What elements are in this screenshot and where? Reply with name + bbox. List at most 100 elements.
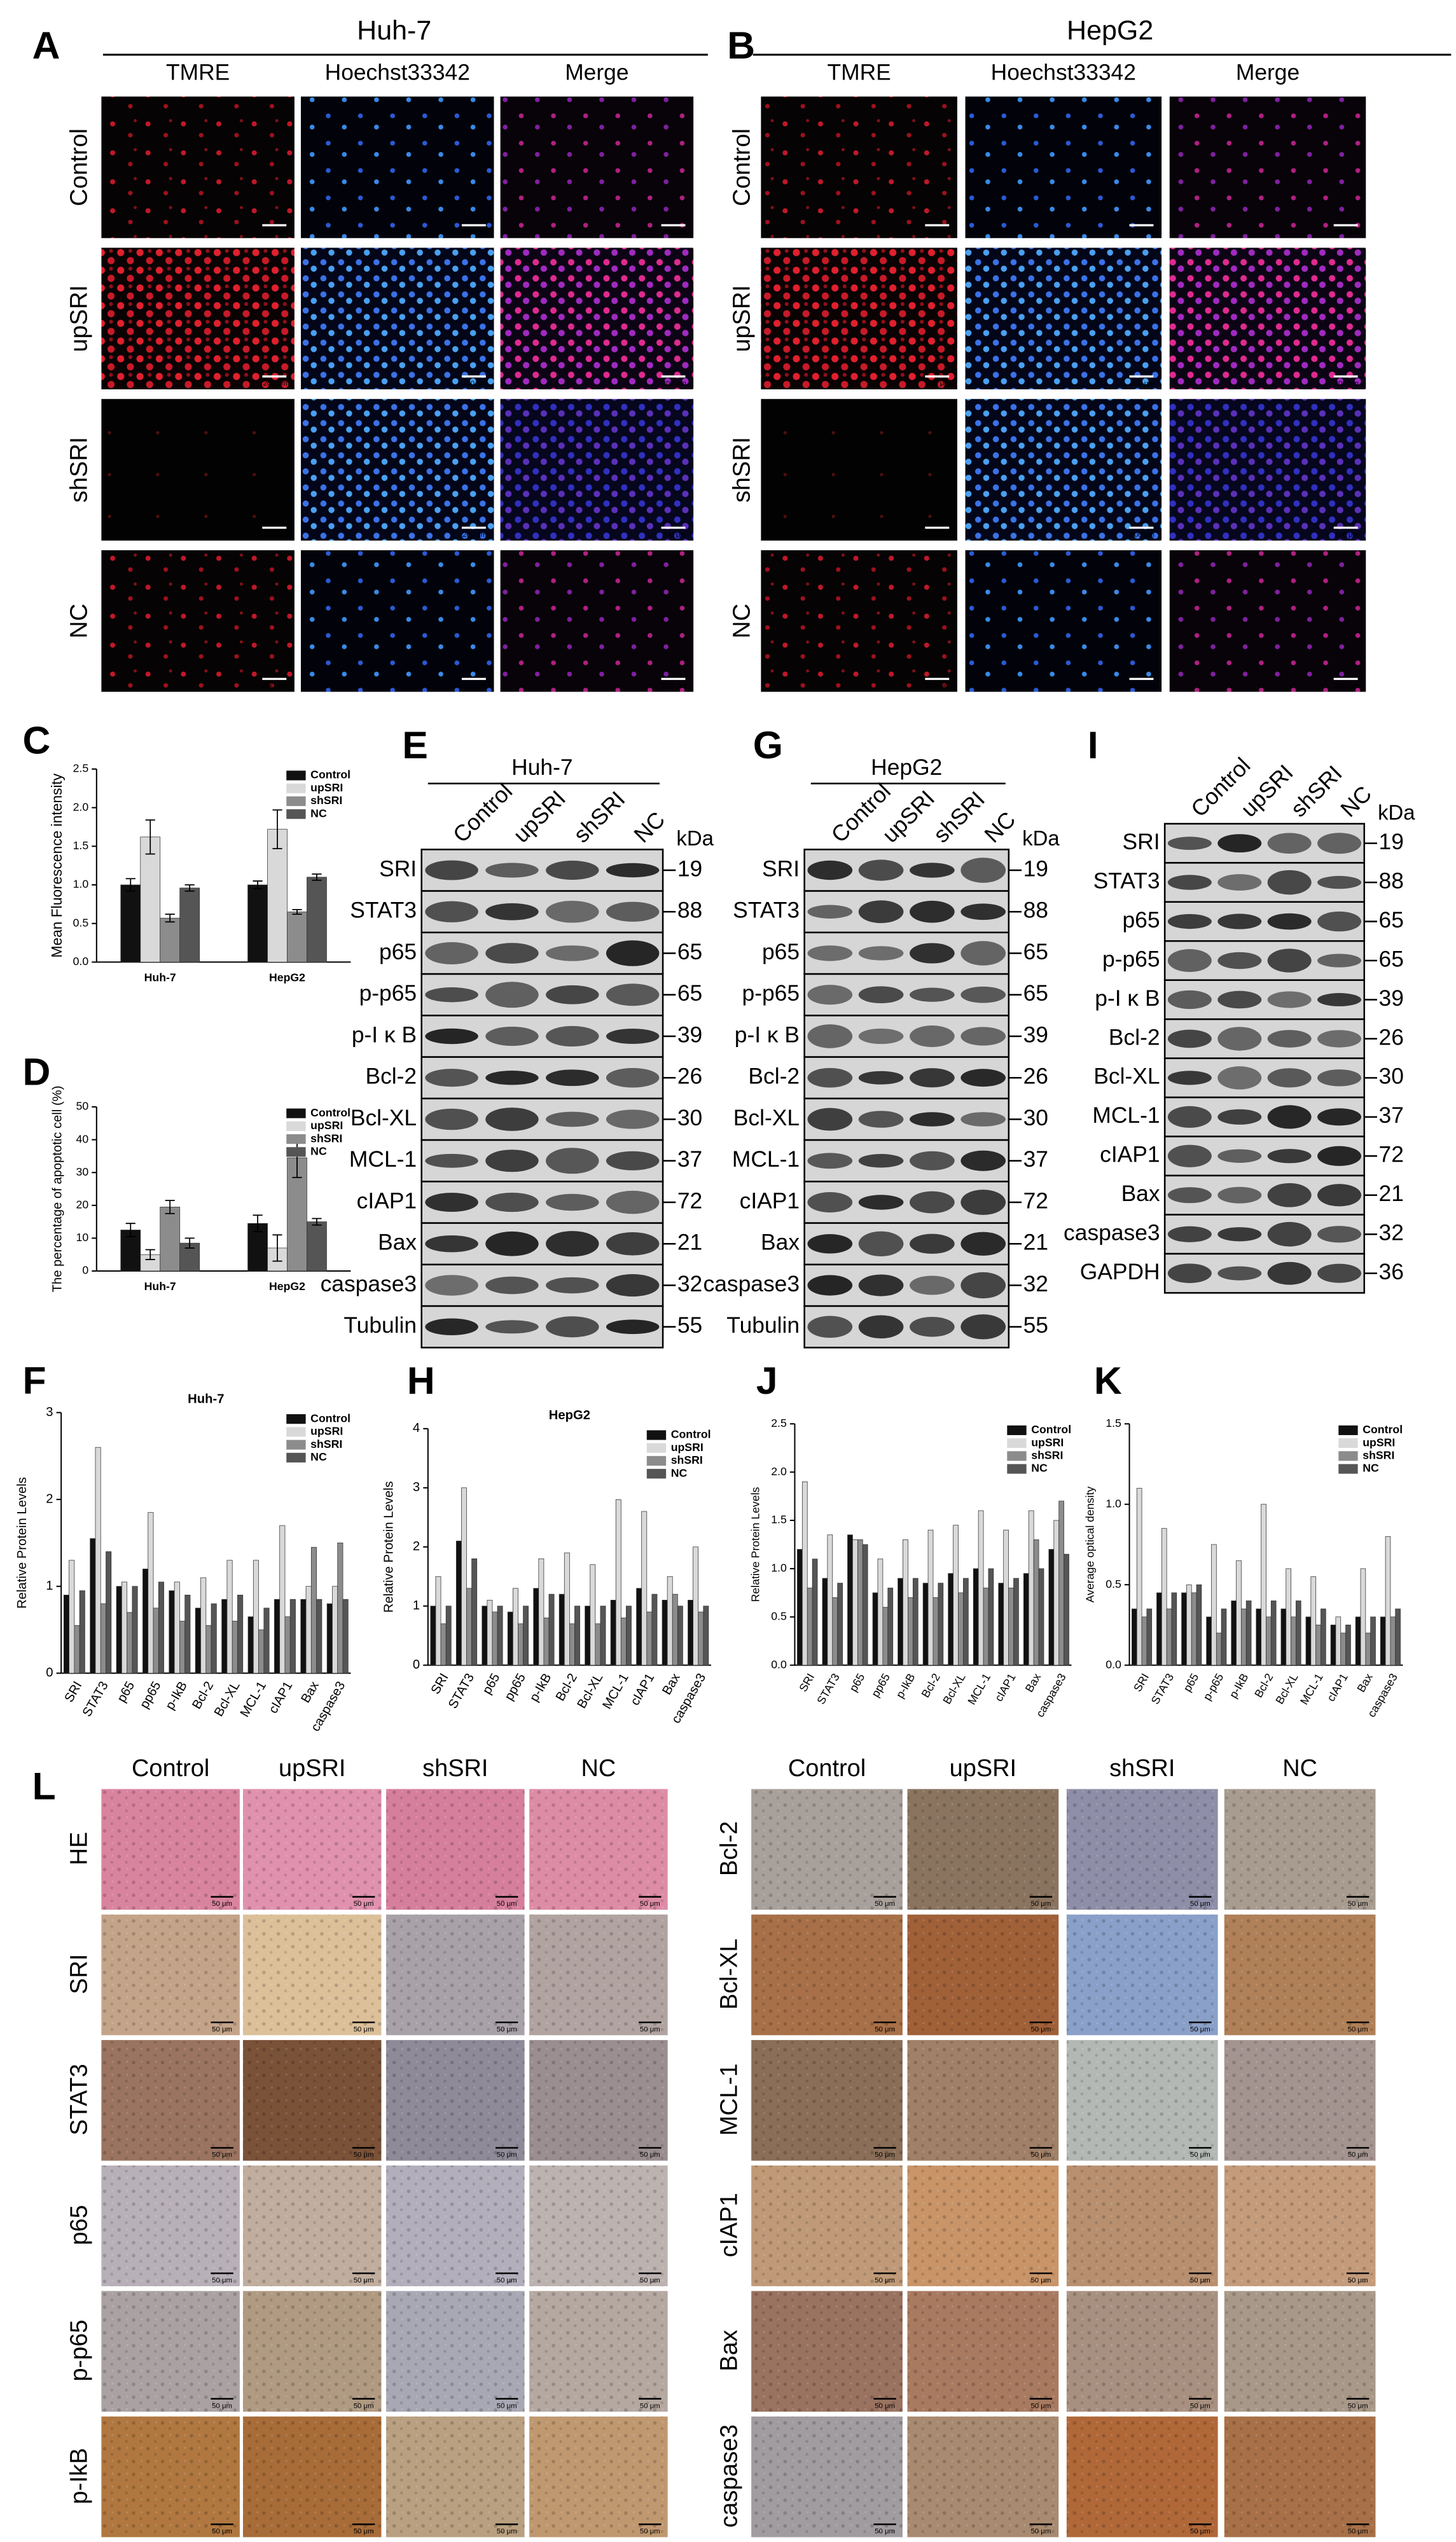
bar [455, 1541, 462, 1666]
scale-label: 50 μm [212, 2025, 232, 2033]
blot-band [1317, 1184, 1362, 1207]
blot-band [485, 982, 539, 1008]
weight-label: 65 [1379, 946, 1404, 971]
legend-swatch [286, 1427, 306, 1437]
y-tick-label: 2 [46, 1492, 53, 1506]
bar [1390, 1616, 1396, 1666]
blot-strip [803, 1263, 1010, 1307]
protein-label: GAPDH [1080, 1259, 1160, 1284]
unit-label: kDa [1378, 800, 1415, 824]
bar [310, 1546, 317, 1674]
blot-band [807, 985, 853, 1005]
panel-letter: D [22, 1050, 50, 1093]
ihc-texture [907, 2039, 1059, 2161]
legend-swatch [1338, 1464, 1358, 1474]
scale-label: 50 μm [497, 2151, 517, 2159]
y-tick-label: 4 [413, 1421, 420, 1435]
y-axis-label: Mean Fluorescence intensity [48, 773, 65, 957]
legend-label: shSRI [310, 1132, 342, 1144]
blot-band [1217, 952, 1262, 969]
protein-label: Bax [378, 1230, 417, 1255]
y-axis-label: Relative Protein Levels [749, 1487, 761, 1602]
panel-letter: E [402, 723, 427, 767]
weight-label: 65 [1379, 907, 1404, 933]
blot-band [546, 900, 599, 923]
row-label: NC [729, 604, 756, 639]
y-axis-label: Relative Protein Levels [382, 1481, 396, 1613]
ihc-texture [1224, 2291, 1376, 2412]
ihc-texture [529, 1914, 668, 2036]
blot-strip [1163, 823, 1366, 864]
protein-label: cIAP1 [1100, 1142, 1160, 1167]
scale-label: 50 μm [212, 2402, 232, 2410]
bar [1206, 1616, 1212, 1666]
blot-band [1167, 1029, 1212, 1048]
scale-label: 50 μm [212, 1900, 232, 1908]
y-tick-label: 0.0 [1106, 1658, 1121, 1670]
scale-label: 50 μm [497, 1900, 517, 1908]
bar [1038, 1568, 1044, 1666]
bar [693, 1546, 699, 1666]
weight-label: 26 [1023, 1064, 1048, 1089]
x-tick-label: STAT3 [80, 1679, 111, 1719]
x-tick-label: p-IkB [527, 1671, 555, 1704]
column-label: Merge [565, 60, 628, 85]
ihc-texture [242, 2165, 382, 2286]
legend-label: NC [310, 1145, 327, 1158]
ihc-texture [101, 2416, 240, 2538]
lane-label: shSRI [569, 786, 630, 847]
bar [1236, 1560, 1242, 1666]
micrograph [500, 550, 694, 692]
blot-band [546, 1316, 599, 1338]
blot-band [425, 1275, 478, 1296]
bar [585, 1606, 591, 1666]
bar [538, 1558, 544, 1666]
legend-swatch [646, 1455, 667, 1466]
blot-band [1267, 1068, 1312, 1088]
lane-label: NC [629, 807, 670, 847]
row-label: cIAP1 [716, 2193, 742, 2257]
scale-label: 50 μm [1030, 2528, 1051, 2536]
blot-band [960, 1314, 1006, 1340]
legend-label: Control [310, 1412, 350, 1424]
blot-band [485, 863, 539, 878]
x-tick-label: p-IkB [1227, 1671, 1251, 1700]
bar [221, 1599, 228, 1674]
legend-label: upSRI [1362, 1436, 1395, 1448]
blot-band [546, 1277, 599, 1294]
bar [307, 877, 327, 962]
scale-label: 200 μm [1130, 380, 1154, 387]
bar [435, 1576, 441, 1666]
protein-label: STAT3 [350, 898, 417, 923]
y-tick-label: 1.5 [1106, 1417, 1121, 1429]
protein-label: p65 [379, 939, 417, 964]
blot-strip [420, 973, 664, 1017]
row-label: p-IkB [66, 2448, 93, 2504]
legend-label: Control [671, 1428, 711, 1441]
x-tick-label: p65 [847, 1671, 867, 1694]
weight-label: 37 [1379, 1102, 1404, 1128]
bar [263, 1608, 270, 1674]
bar [90, 1538, 96, 1674]
blot-band [858, 1274, 904, 1296]
protein-label: p-p65 [1102, 946, 1160, 971]
bar [1146, 1608, 1153, 1666]
scale-label: 50 μm [354, 2151, 374, 2159]
blot-band [1317, 1108, 1362, 1126]
blot-band [1167, 1106, 1212, 1128]
ihc-texture [1224, 2165, 1376, 2286]
protein-label: Bcl-2 [365, 1064, 417, 1089]
blot-strip [1163, 901, 1366, 942]
weight-label: 30 [677, 1105, 702, 1130]
bar [492, 1611, 498, 1666]
blot-strip [420, 1263, 664, 1307]
micrograph [761, 399, 957, 541]
legend-label: NC [310, 1450, 327, 1463]
bar [903, 1539, 908, 1666]
blot-band [546, 1069, 599, 1087]
y-tick-label: 0 [82, 1264, 88, 1277]
blot-band [1317, 1069, 1362, 1087]
bar [205, 1625, 212, 1674]
legend-swatch [286, 1108, 306, 1118]
scale-label: 50 μm [1030, 1900, 1051, 1908]
